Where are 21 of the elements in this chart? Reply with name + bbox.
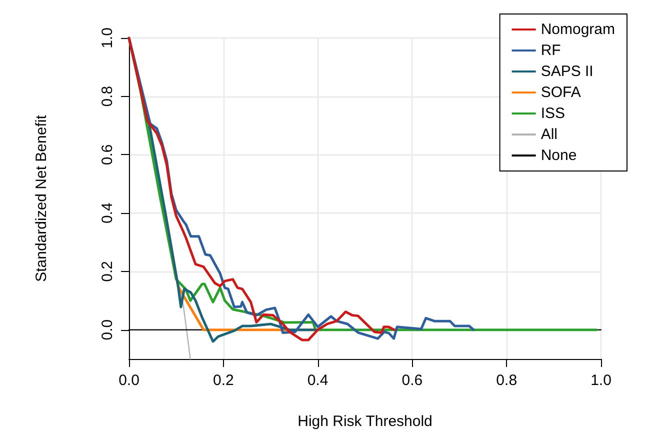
x-tick-label: 0.8 bbox=[496, 372, 518, 389]
x-tick-label: 0.4 bbox=[307, 372, 328, 389]
x-axis-title: High Risk Threshold bbox=[298, 413, 432, 430]
legend-label: All bbox=[540, 126, 558, 143]
x-tick-label: 0.2 bbox=[212, 372, 234, 389]
y-tick-label: 0.2 bbox=[99, 261, 116, 282]
legend-label: RF bbox=[540, 42, 561, 59]
x-tick-label: 0.6 bbox=[402, 372, 423, 389]
legend-label: ISS bbox=[540, 105, 565, 122]
y-axis-title: Standardized Net Benefit bbox=[33, 114, 50, 282]
x-tick-label: 1.0 bbox=[590, 372, 612, 389]
legend-label: SAPS II bbox=[540, 63, 594, 80]
legend-label: Nomogram bbox=[540, 21, 615, 38]
y-tick-label: 0.6 bbox=[99, 144, 116, 166]
x-tick-label: 0.0 bbox=[118, 372, 140, 389]
legend-label: None bbox=[540, 147, 577, 164]
legend-label: SOFA bbox=[540, 84, 581, 101]
y-tick-label: 0.4 bbox=[99, 202, 116, 224]
y-tick-label: 1.0 bbox=[99, 28, 116, 48]
y-tick-label: 0.0 bbox=[99, 319, 116, 340]
y-tick-label: 0.8 bbox=[99, 86, 116, 107]
